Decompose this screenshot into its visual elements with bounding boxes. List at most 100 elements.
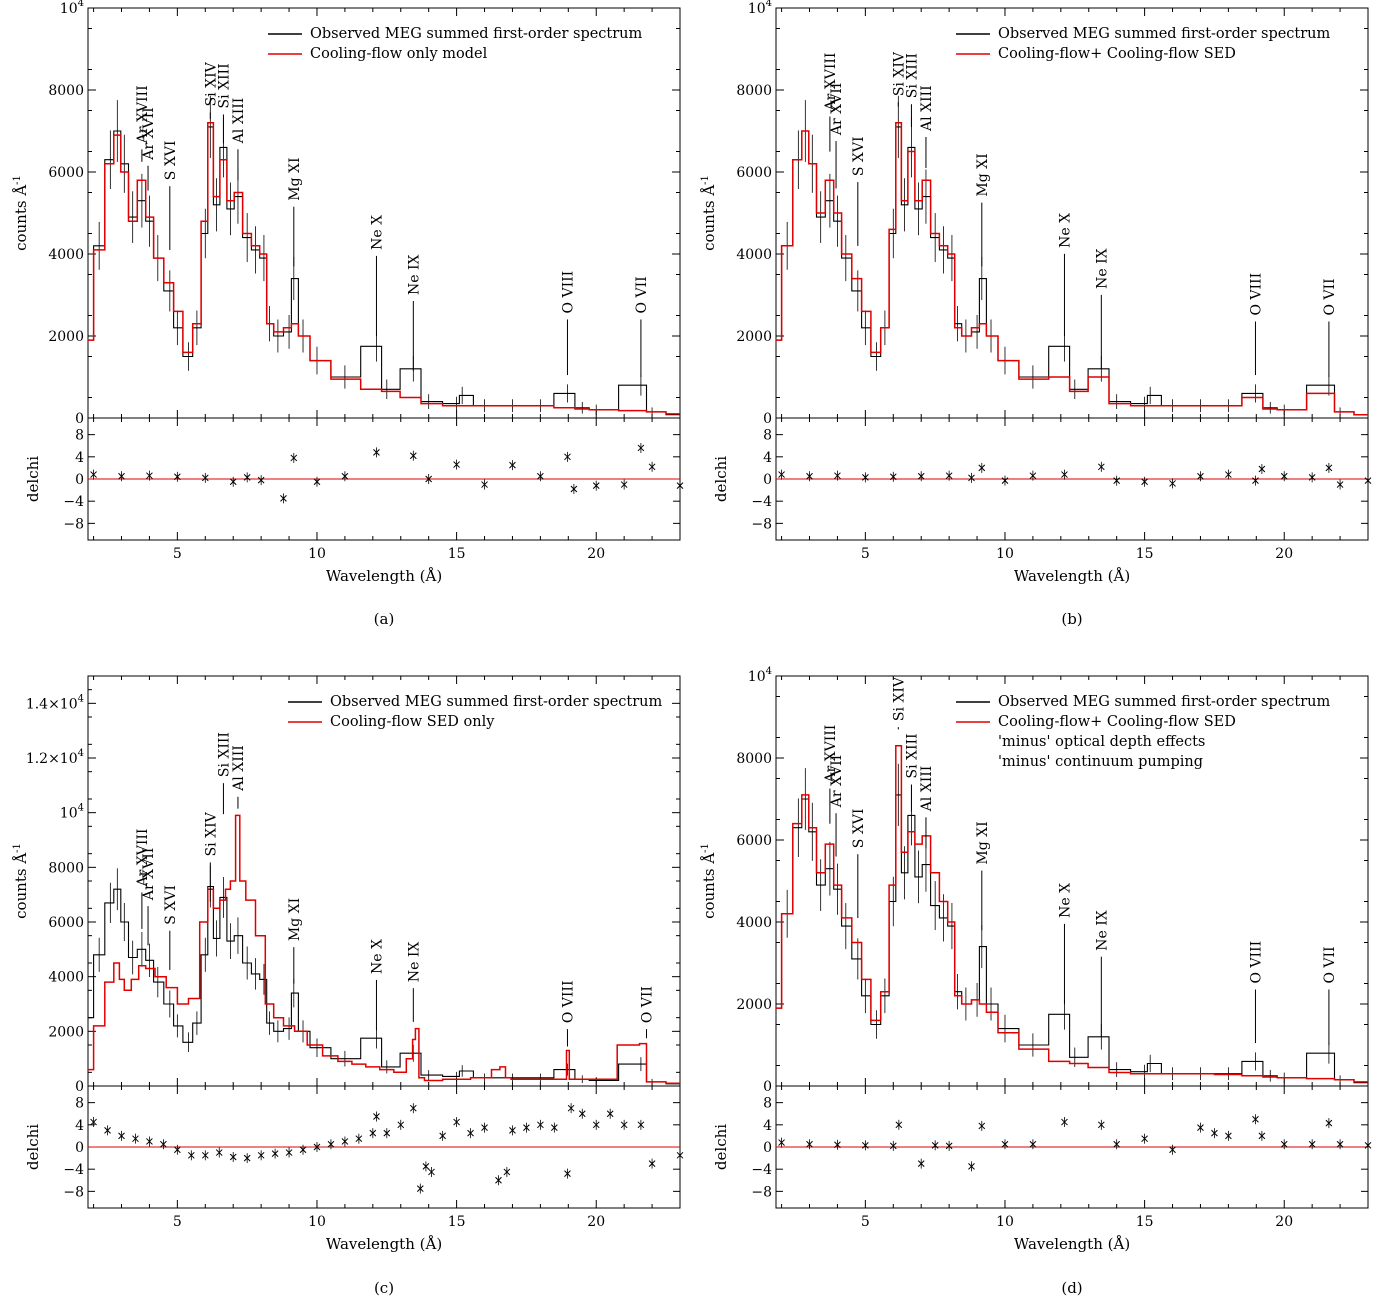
resid-point [271, 1148, 279, 1159]
resid-point [1097, 1119, 1105, 1130]
resid-point [978, 1120, 986, 1131]
resid-point [369, 1128, 377, 1139]
y-tick-label: 6000 [48, 165, 84, 181]
resid-point [889, 471, 897, 482]
resid-point [1169, 1144, 1176, 1155]
resid-point [578, 1108, 586, 1119]
ion-label: Mg XI [975, 153, 991, 196]
resid-point [428, 1166, 435, 1177]
ion-label: Mg XI [287, 898, 303, 941]
resid-tick-label: 8 [763, 428, 772, 444]
resid-axis-label: delchi [24, 456, 42, 502]
legend-label: Observed MEG summed first-order spectrum [310, 26, 643, 42]
resid-point [1364, 1140, 1372, 1151]
x-tick-label: 15 [1136, 546, 1154, 562]
resid-point [1336, 479, 1344, 490]
resid-point [862, 472, 869, 483]
resid-point [648, 461, 656, 472]
x-tick-label: 20 [1275, 1214, 1293, 1230]
resid-point [945, 470, 953, 481]
main-plot-frame [87, 7, 681, 419]
y-tick-label: 4000 [48, 247, 84, 263]
ion-label: O VIII [1248, 941, 1264, 984]
y-tick-label: 2000 [736, 997, 772, 1013]
resid-point [257, 1150, 265, 1161]
resid-point [564, 1168, 571, 1179]
chart-panel-a: 0 2000 4000 6000 8000 104 5 10 15 20 8 4 0 −4 −8 counts… [12, 0, 684, 628]
resid-point [1097, 461, 1105, 472]
ion-label: Mg XI [287, 157, 303, 200]
resid-point [834, 470, 841, 481]
resid-tick-label: 8 [75, 1096, 84, 1112]
resid-point [453, 1117, 460, 1128]
resid-tick-label: −8 [751, 1184, 772, 1200]
ion-label: Ne X [1057, 883, 1073, 918]
y-tick-label: 0 [75, 411, 84, 427]
resid-point [257, 475, 265, 486]
legend-label: 'minus' optical depth effects [998, 734, 1205, 750]
ion-label: O VIII [560, 271, 576, 314]
resid-tick-label: −4 [751, 1162, 772, 1178]
legend-label: 'minus' continuum pumping [998, 754, 1203, 770]
legend-label: Cooling-flow SED only [330, 714, 495, 730]
main-plot-frame [87, 675, 681, 1087]
ion-label: Mg XI [975, 821, 991, 864]
ion-label: O VII [639, 986, 655, 1023]
resid-point [416, 1183, 424, 1194]
resid-point [1061, 1117, 1068, 1128]
resid-point [1308, 1139, 1316, 1150]
panel-caption: (b) [1061, 610, 1082, 628]
resid-point [397, 1119, 405, 1130]
ion-label: O VII [634, 276, 650, 313]
ion-label: Ne X [369, 939, 385, 974]
resid-point [355, 1133, 363, 1144]
resid-point [978, 462, 986, 473]
resid-point [1141, 476, 1148, 487]
resid-tick-label: 8 [763, 1096, 772, 1112]
y-tick-label: 104 [748, 0, 772, 17]
resid-point [481, 479, 488, 490]
resid-point [285, 1147, 293, 1158]
resid-point [1225, 469, 1232, 480]
x-tick-label: 10 [996, 546, 1014, 562]
resid-point [160, 1139, 167, 1150]
ion-label: Al XIII [231, 98, 247, 145]
resid-point [503, 1166, 511, 1177]
resid-tick-label: −8 [751, 516, 772, 532]
resid-point [174, 471, 181, 482]
ion-label: Si XIII [216, 63, 232, 108]
resid-tick-label: 0 [75, 472, 84, 488]
series-model-line [776, 744, 1368, 1083]
resid-point [1211, 1128, 1218, 1139]
resid-point [409, 450, 417, 461]
resid-point [243, 472, 251, 483]
resid-point [373, 447, 380, 458]
resid-point [778, 1137, 785, 1148]
y-tick-label: 8000 [736, 83, 772, 99]
resid-point [90, 1117, 97, 1128]
legend-label: Cooling-flow only model [310, 46, 488, 62]
resid-axis-label: delchi [712, 456, 730, 502]
resid-point [968, 1161, 975, 1172]
resid-point [509, 1125, 516, 1136]
ion-label: Ne IX [1094, 910, 1110, 951]
resid-tick-label: −8 [63, 1184, 84, 1200]
x-tick-label: 10 [996, 1214, 1014, 1230]
chart-panel-c: 0 2000 4000 6000 8000 104 1.2×104 1.4×104 5 10 15 2… [12, 675, 684, 1297]
y-tick-label: 6000 [48, 915, 84, 931]
resid-point [229, 476, 237, 487]
x-tick-label: 15 [448, 546, 466, 562]
resid-point [1001, 1139, 1009, 1150]
resid-point [299, 1144, 307, 1155]
y-tick-label: 1.4×104 [26, 693, 84, 712]
resid-point [90, 469, 97, 480]
ion-label: S XVI [163, 885, 179, 925]
ion-label: Ne IX [1094, 248, 1110, 289]
resid-point [495, 1175, 502, 1186]
y-tick-label: 8000 [48, 83, 84, 99]
y-axis-label: counts Å-1 [700, 843, 718, 919]
ion-label: Ar XVIII [823, 53, 839, 112]
ion-label: Si XIII [904, 53, 920, 98]
y-tick-label: 104 [60, 0, 84, 17]
